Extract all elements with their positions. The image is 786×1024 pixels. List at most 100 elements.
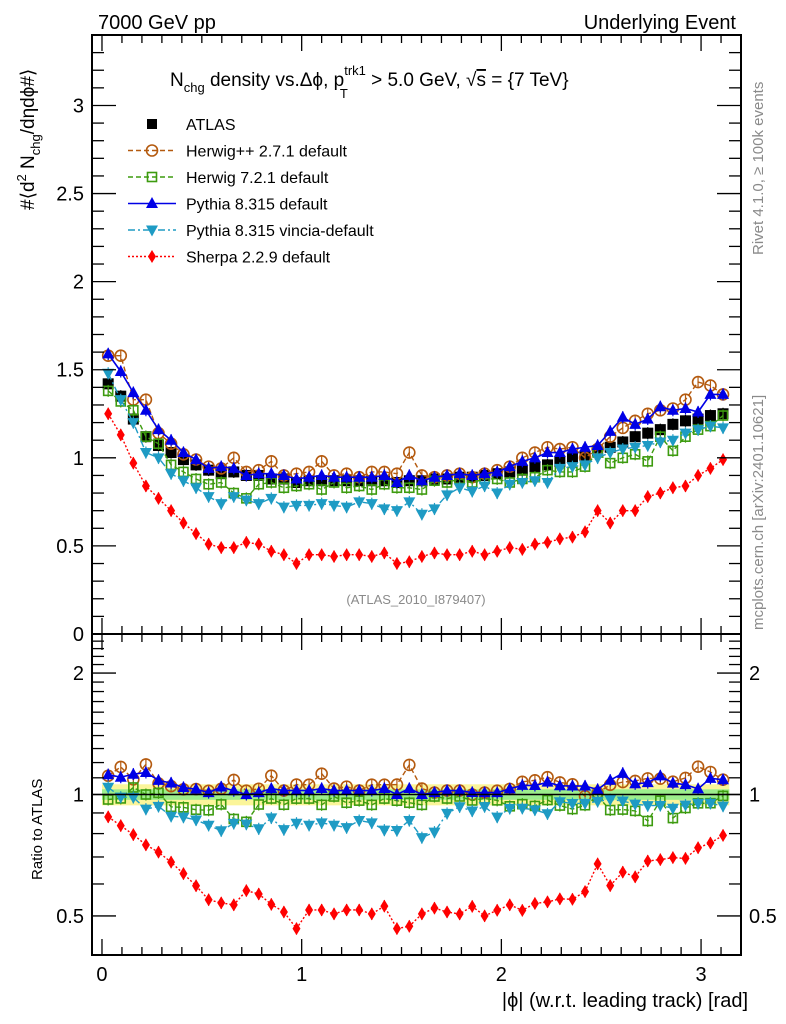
data-point [328,470,341,482]
data-point [719,453,728,467]
ratio-y-tick-label-right: 1 [749,785,760,807]
ratio-point [668,851,677,865]
ratio-point [303,820,316,832]
ratio-point [254,887,263,901]
ratio-point [694,841,703,855]
ratio-point [468,899,477,913]
data-point [516,477,529,489]
ratio-point [643,854,652,868]
ratio-point [428,827,441,839]
data-point [478,467,491,479]
data-point [154,491,163,505]
legend-marker [146,225,158,237]
data-point [706,461,715,475]
data-point [141,479,150,493]
ratio-point [579,798,592,810]
data-point [579,440,592,452]
data-point [192,527,201,541]
data-point [316,484,327,495]
legend-label: Sherpa 2.2.9 default [186,250,331,267]
ratio-point [654,800,667,812]
ratio-point [340,784,353,796]
ratio-point [102,782,115,794]
data-point [516,464,528,476]
data-point [694,468,703,482]
data-point [417,549,426,563]
ratio-point [267,897,276,911]
ratio-point [127,767,140,779]
ratio-point [179,867,188,881]
ratio-point [202,820,215,832]
series-ratio-sherpa-2-2-9-default [104,810,728,936]
data-point [629,442,642,454]
ratio-point [604,773,617,785]
ratio-point [190,782,203,794]
ratio-point [217,896,226,910]
ratio-point [165,811,178,823]
data-point [277,502,290,514]
data-point [390,475,403,487]
data-point [679,415,691,427]
ratio-point [104,810,113,824]
ratio-point [666,776,679,788]
ratio-point [566,798,579,810]
legend-item-pythia-8-315-default: Pythia 8.315 default [128,197,328,214]
data-point [656,486,665,500]
ratio-point [152,773,165,785]
ratio-point [227,784,240,796]
ratio-point [453,802,466,814]
data-point [292,557,301,571]
data-point [428,470,441,482]
data-point [152,423,165,435]
y-tick-label: 0.5 [56,536,84,558]
y-tick-label: 2.5 [56,184,84,206]
ratio-point [114,770,127,782]
data-point [102,368,115,380]
data-point [217,541,226,555]
ratio-point [566,779,579,791]
rivet-version-text: Rivet 4.1.0, ≥ 100k events [750,82,767,255]
data-point [503,479,516,491]
ratio-point [380,899,389,913]
data-point [518,542,527,556]
data-point [252,467,265,479]
data-point [566,462,579,474]
ratio-point [518,903,527,917]
ratio-point [616,766,629,778]
data-point [428,504,441,516]
legend-item-sherpa-2-2-9-default: Sherpa 2.2.9 default [128,250,331,267]
ratio-point [265,782,278,794]
series-main-sherpa-2-2-9-default [104,407,728,571]
data-point [542,464,553,476]
data-point [390,506,403,518]
ratio-point [252,824,265,836]
data-point [104,407,113,421]
data-point [704,410,716,422]
x-tick-label: 3 [695,964,706,986]
ratio-point [265,813,278,825]
axes: 0 1 2 3 0 0.5 1 1.5 2 2.5 3 0.5 0.5 1 1 2 2 [56,34,777,986]
data-point [127,418,140,430]
data-point [114,395,127,407]
data-point [692,405,705,417]
ratio-point [681,851,690,865]
data-point [139,403,152,415]
ratio-y-tick-label: 0.5 [56,906,84,928]
data-point [528,451,541,463]
data-point [403,446,416,459]
data-point [466,468,479,480]
ratio-point [441,808,454,820]
ratio-point [116,819,125,833]
ratio-point [403,758,416,772]
ratio-point [315,782,328,794]
data-point [177,446,190,458]
y-tick-label: 1 [73,448,84,470]
data-point [353,497,366,509]
data-point [654,424,666,436]
data-point [679,401,692,413]
legend-item-atlas: ATLAS [147,117,236,134]
ratio-point [253,799,265,810]
data-point [215,460,228,472]
plot-content [101,347,730,936]
ratio-point [503,782,516,794]
